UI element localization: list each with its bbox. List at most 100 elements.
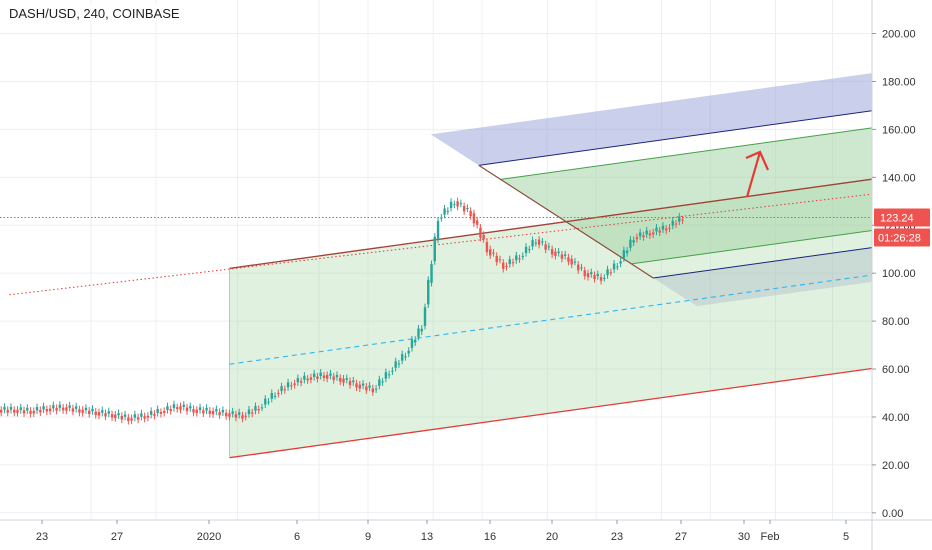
y-tick-label: 180.00 — [882, 76, 916, 88]
candle-body — [381, 381, 384, 383]
candle-body — [674, 223, 678, 225]
candle-body — [45, 409, 49, 412]
candle-body — [443, 208, 446, 215]
candle-body — [374, 388, 378, 390]
x-tick-label: 30 — [738, 531, 750, 543]
candle-body — [140, 413, 143, 417]
candle-body — [440, 217, 443, 219]
candle-body — [166, 406, 169, 411]
candle-body — [563, 254, 567, 256]
candle-body — [681, 219, 684, 221]
candle-body — [629, 239, 632, 248]
candle-body — [414, 339, 417, 343]
candle-body — [518, 258, 521, 260]
candle-body — [260, 407, 264, 409]
candle-body — [264, 398, 267, 405]
y-tick-label: 100.00 — [882, 268, 916, 280]
countdown-badge[interactable] — [874, 228, 930, 247]
candle-body — [348, 381, 352, 386]
candle-body — [557, 251, 560, 254]
candle-body — [221, 410, 225, 413]
last-price-badge[interactable] — [874, 208, 930, 227]
candle-body — [247, 409, 251, 415]
candle-body — [612, 263, 616, 270]
candle-body — [391, 370, 394, 372]
candle-body — [65, 407, 68, 411]
candle-body — [547, 246, 551, 248]
x-tick-label: 27 — [675, 531, 687, 543]
candle-body — [567, 257, 570, 262]
candle-body — [489, 249, 492, 256]
candle-body — [117, 413, 120, 416]
candle-body — [74, 406, 78, 409]
candle-body — [475, 220, 479, 225]
candle-body — [371, 388, 375, 393]
candle-body — [531, 240, 534, 247]
candle-body — [101, 410, 104, 413]
candle-body — [189, 406, 192, 409]
candle-body — [22, 410, 26, 414]
candle-body — [78, 409, 81, 413]
candle-body — [231, 411, 234, 414]
candle-body — [560, 254, 564, 259]
candle-body — [228, 413, 231, 417]
candle-body — [153, 413, 156, 416]
candle-body — [642, 235, 645, 238]
candle-body — [198, 407, 202, 411]
candle-body — [456, 201, 459, 207]
candle-body — [169, 409, 172, 411]
candle-body — [114, 414, 117, 419]
candle-body — [427, 279, 430, 305]
candle-body — [146, 415, 150, 418]
candle-body — [237, 412, 241, 415]
candle-body — [312, 373, 316, 377]
candle-body — [332, 376, 335, 381]
candle-body — [218, 411, 221, 416]
exchange-label: COINBASE — [112, 6, 180, 21]
candle-body — [182, 404, 185, 407]
candle-body — [42, 406, 45, 410]
x-tick-label: 9 — [365, 531, 371, 543]
candle-body — [277, 392, 280, 394]
candle-body — [508, 259, 511, 265]
pitchfork-lower-line — [229, 359, 932, 459]
candle-body — [368, 385, 371, 388]
candle-body — [254, 406, 257, 411]
pitchfork-blue-line — [478, 101, 932, 166]
candle-body — [622, 250, 626, 259]
y-tick-label: 200.00 — [882, 29, 916, 41]
candle-body — [309, 377, 313, 380]
x-tick-label: 13 — [421, 531, 433, 543]
candle-body — [329, 373, 332, 376]
y-tick-label: 20.00 — [882, 460, 910, 472]
candle-body — [97, 412, 101, 416]
candle-body — [466, 208, 469, 209]
candle-body — [172, 404, 176, 409]
candle-body — [462, 206, 466, 212]
candle-body — [88, 410, 91, 415]
candle-body — [521, 255, 524, 257]
candle-body — [123, 414, 127, 417]
candle-body — [13, 409, 16, 413]
candle-body — [104, 413, 107, 417]
candle-body — [658, 230, 661, 233]
candle-body — [492, 252, 495, 254]
candle-body — [469, 210, 472, 217]
interval-label: 240 — [83, 6, 106, 21]
candle-body — [410, 339, 414, 348]
candle-body — [528, 249, 531, 251]
candle-body — [120, 416, 124, 420]
candle-body — [446, 210, 450, 212]
candle-body — [661, 225, 665, 230]
x-tick-label: 20 — [546, 531, 558, 543]
candle-body — [616, 266, 619, 268]
candle-body — [619, 261, 622, 264]
price-axis-bg — [872, 0, 932, 550]
candle-body — [16, 409, 19, 413]
candle-body — [609, 272, 613, 274]
candle-body — [84, 407, 88, 411]
candle-body — [133, 414, 137, 418]
chart-title: DASH/USD, 240, COINBASE — [6, 5, 183, 22]
